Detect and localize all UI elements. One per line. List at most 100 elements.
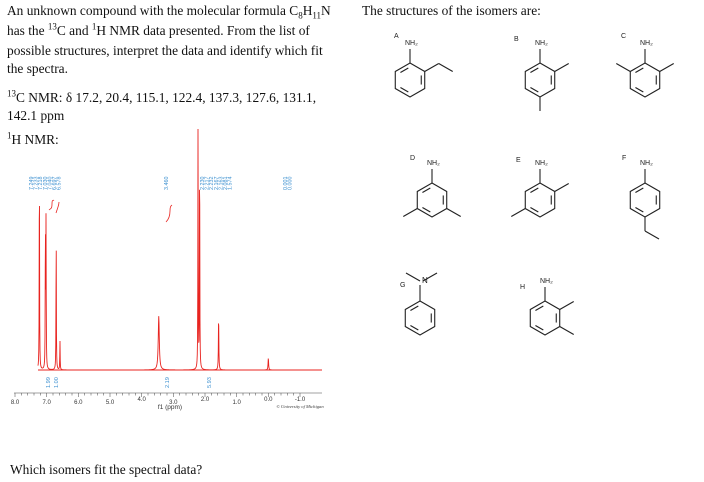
peak-label: 2.163 [218, 177, 224, 191]
double-bond [530, 67, 539, 74]
axis-tick-label: 0.0 [264, 397, 273, 403]
isomer-label: G [400, 282, 405, 289]
benzene-ring [394, 62, 426, 98]
isomer-label: D [410, 155, 415, 162]
axis-tick-label: 5.0 [106, 400, 115, 406]
double-bond [530, 86, 539, 93]
double-bond [410, 324, 419, 331]
benzene-ring [629, 182, 661, 218]
peak-label: 2.217 [205, 177, 211, 191]
peak-label: 6.578 [57, 177, 63, 191]
isomer-label: B [514, 36, 519, 43]
peak-label: 2.230 [200, 177, 206, 191]
integral-value: 1.00 [54, 377, 60, 388]
bond [554, 63, 569, 72]
isomer-label: F [622, 155, 626, 162]
isomer-label: H [520, 284, 525, 291]
question-text: has the [7, 23, 48, 38]
integral-value: 2.19 [165, 377, 171, 388]
credit-text: © University of Michigan [276, 404, 324, 409]
peak-label: 0.000 [288, 177, 294, 191]
nitrogen-atom: N [422, 276, 428, 285]
peak-label: 7.040 [47, 177, 53, 191]
c13-nmr-line-1: 13C NMR: δ 17.2, 20.4, 115.1, 122.4, 137… [7, 88, 316, 108]
axis-tick-label: 8.0 [11, 400, 20, 406]
axis-tick-label: 6.0 [74, 400, 83, 406]
benzene-ring [629, 62, 661, 98]
double-bond [400, 86, 409, 93]
peak-label: 7.249 [29, 177, 35, 191]
benzene-ring [529, 300, 561, 336]
peak-label: 2.081 [223, 177, 229, 191]
integral-value: 1.99 [46, 377, 52, 388]
question-line-4: the spectra. [7, 61, 68, 76]
bond [559, 301, 574, 310]
axis-tick-label: 4.0 [137, 397, 146, 403]
peak-label: 7.233 [34, 177, 40, 191]
question-line-3: possible structures, interpret the data … [7, 43, 323, 58]
axis-tick-label: 1.0 [232, 400, 241, 406]
bond [424, 63, 439, 72]
subscript-h: 11 [312, 10, 322, 21]
double-bond [400, 67, 409, 74]
double-bond [530, 187, 539, 194]
peak-label: 7.218 [38, 177, 44, 191]
superscript-1: 1 [7, 130, 12, 141]
subscript-c: 8 [298, 10, 303, 21]
axis-label: f1 (ppm) [158, 404, 182, 411]
bond [403, 208, 418, 217]
benzene-ring [524, 182, 556, 218]
double-bond [635, 67, 644, 74]
x-axis-ticks [14, 393, 301, 397]
peak-label: 2.232 [209, 177, 215, 191]
axis-tick-label: 2.0 [201, 397, 210, 403]
double-bond [635, 86, 644, 93]
prompt-question: Which isomers fit the spectral data? [10, 462, 203, 477]
double-bond [635, 187, 644, 194]
axis-tick-label: 7.0 [42, 400, 51, 406]
question-text: H NMR data presented. From the list of [96, 23, 310, 38]
benzene-ring [404, 300, 436, 336]
superscript-1: 1 [91, 21, 97, 32]
bond [446, 208, 461, 217]
axis-tick-label: -1.0 [295, 397, 306, 403]
peak-label: 7.030 [43, 177, 49, 191]
bond [422, 272, 438, 282]
c13-shifts: C NMR: δ 17.2, 20.4, 115.1, 122.4, 137.3… [16, 90, 317, 105]
bond [438, 63, 453, 72]
formula-h: H [302, 3, 313, 18]
integral-curve [55, 201, 60, 214]
benzene-ring [416, 182, 448, 218]
amine-group: NH₂ [535, 160, 548, 167]
isomer-label: C [621, 33, 626, 40]
bond [644, 230, 660, 240]
amine-group: NH₂ [640, 160, 653, 167]
bond [616, 63, 631, 72]
integral-value: 5.93 [207, 377, 213, 388]
isomer-label: E [516, 157, 521, 164]
h1-label-text: H NMR: [11, 132, 59, 147]
double-bond [530, 206, 539, 213]
double-bond [535, 305, 544, 312]
peak-label: 3.460 [164, 177, 170, 191]
c13-nmr-line-2: 142.1 ppm [7, 108, 65, 123]
amine-group: NH₂ [640, 40, 653, 47]
bond [659, 63, 674, 72]
bond [405, 272, 421, 282]
amine-group: NH₂ [405, 40, 418, 47]
double-bond [422, 187, 431, 194]
spectrum-trace [37, 128, 322, 371]
double-bond [535, 324, 544, 331]
peak-label: 0.001 [283, 177, 289, 191]
double-bond [422, 206, 431, 213]
h1-nmr-label: 1H NMR: [7, 130, 59, 150]
formula-n: N [321, 3, 331, 18]
amine-group: NH₂ [535, 40, 548, 47]
bond [559, 326, 574, 335]
integral-curve [48, 199, 55, 211]
superscript-13: 13 [47, 21, 57, 32]
question-line-1: An unknown compound with the molecular f… [7, 1, 331, 21]
